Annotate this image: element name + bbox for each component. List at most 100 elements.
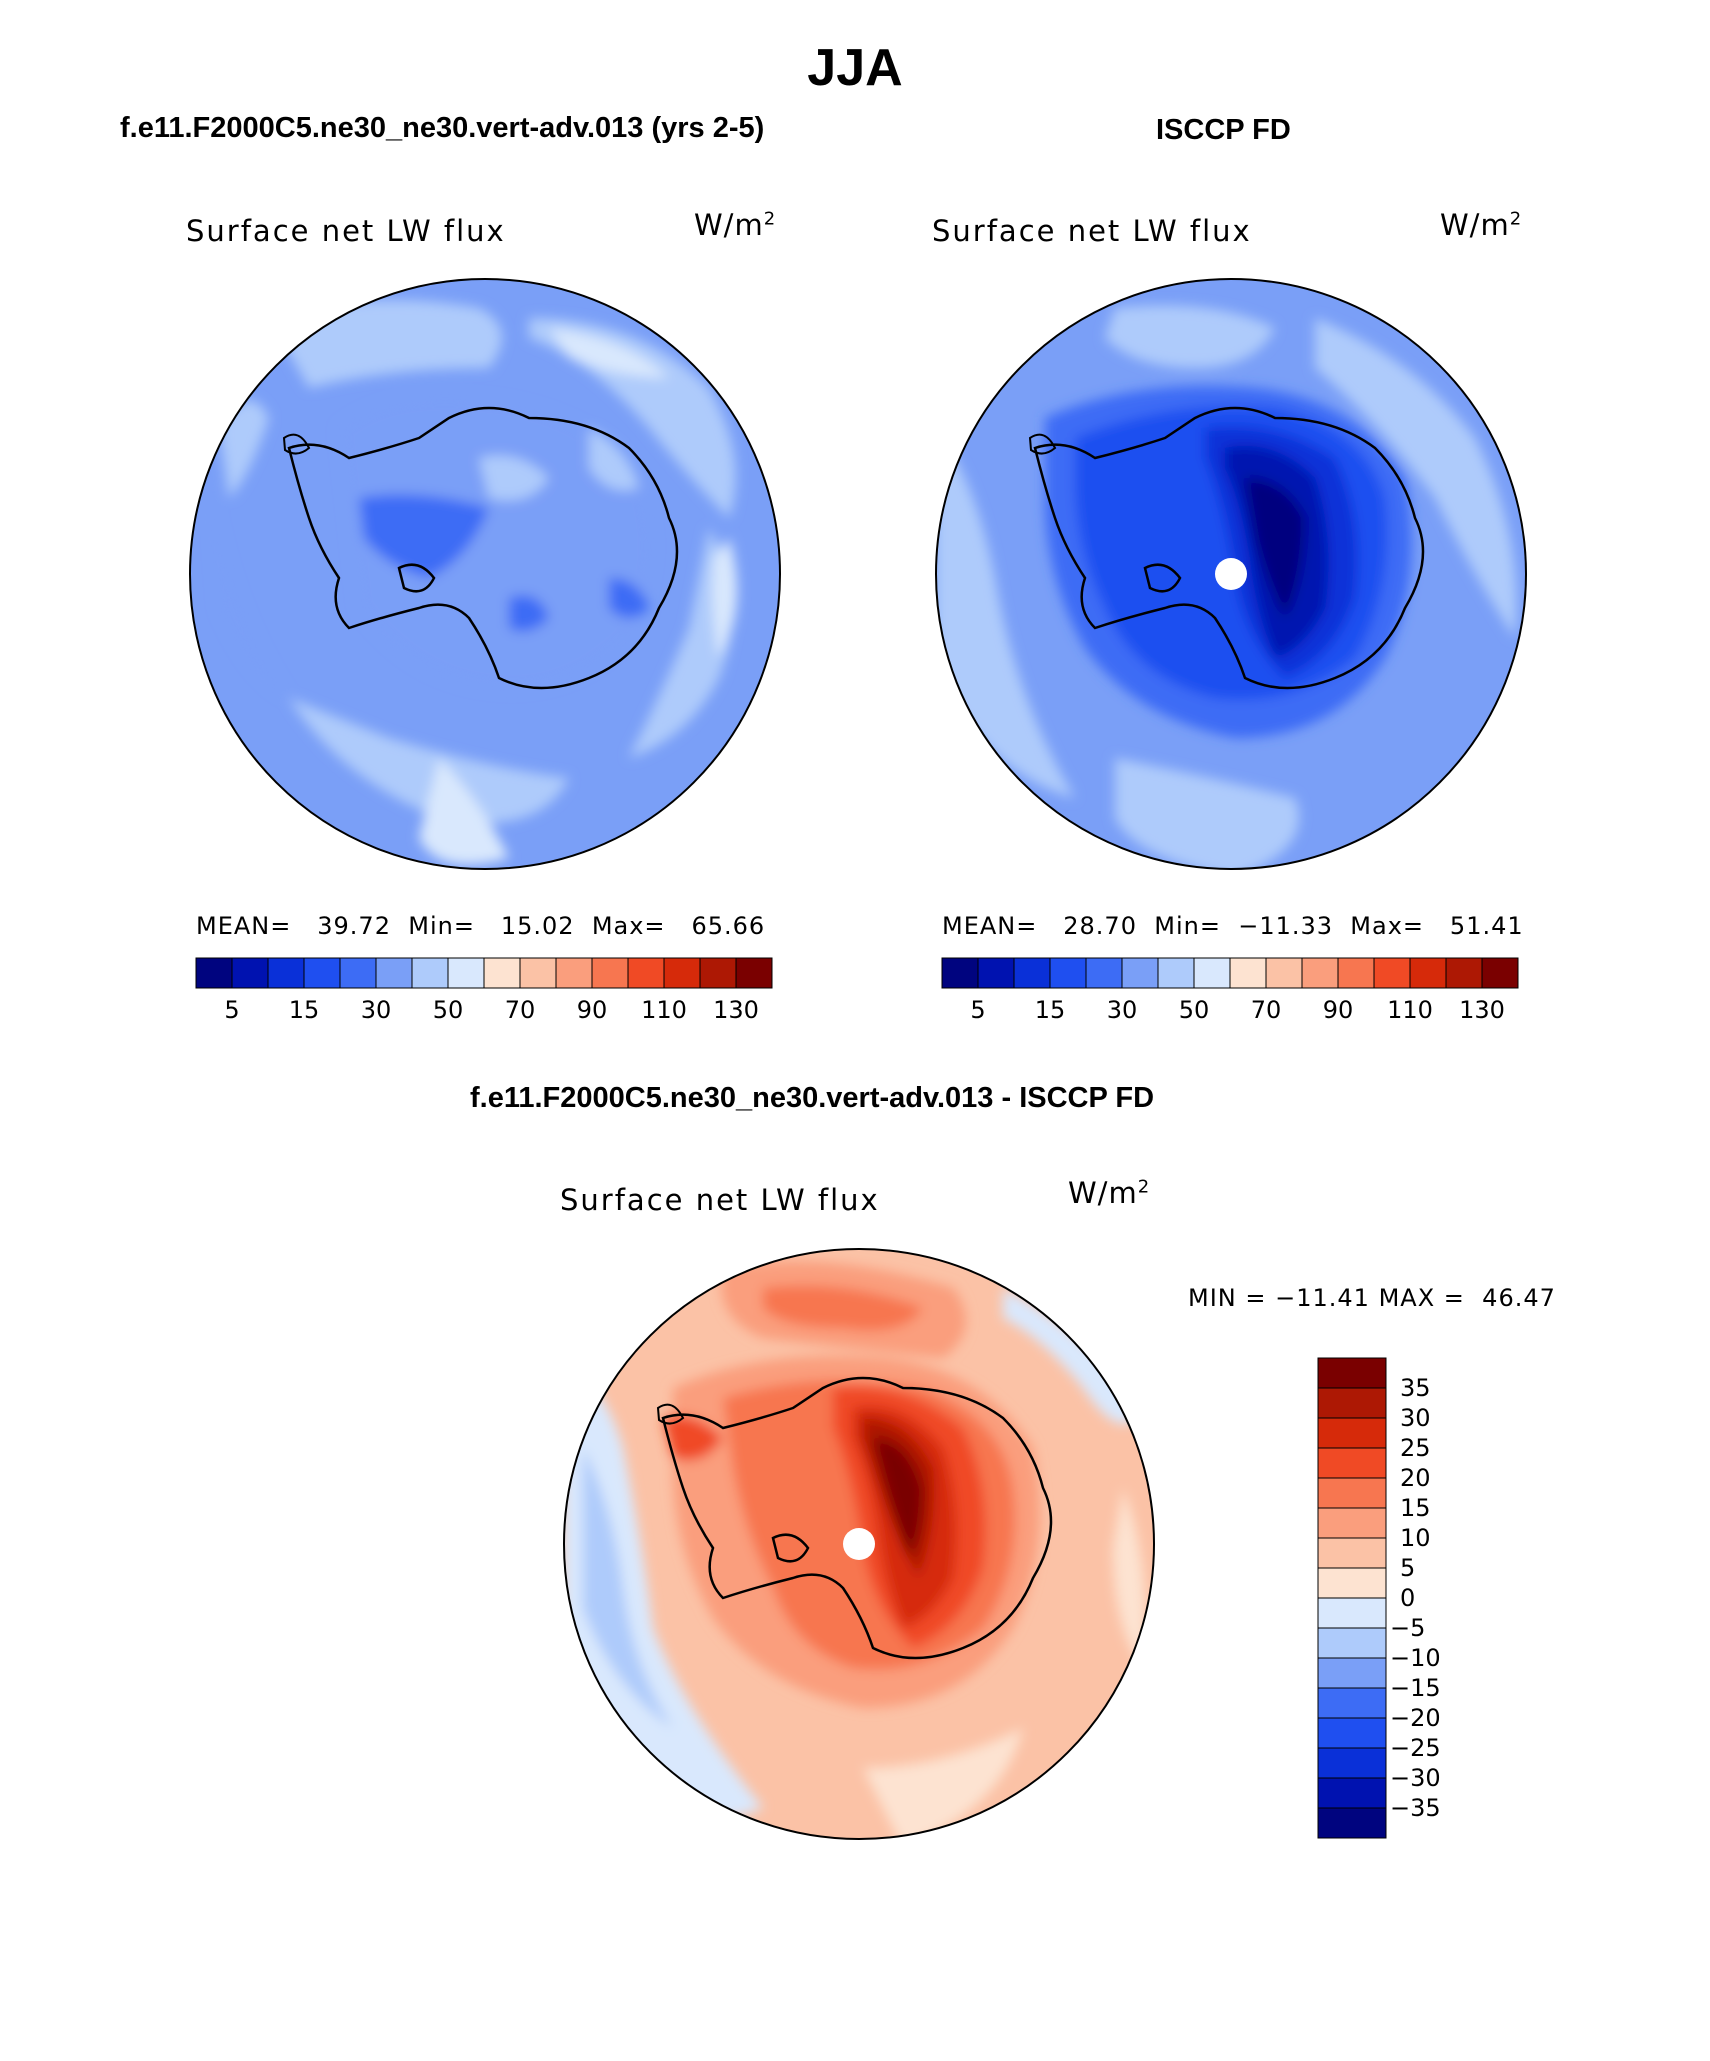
obs-plot-label: Surface net LW flux [932, 214, 1252, 248]
obs-colorbar-swatch [1193, 957, 1231, 989]
obs-colorbar-tick: 70 [1250, 996, 1282, 1024]
diff-colorbar-tick: 20 [1400, 1464, 1431, 1492]
diff-colorbar-ticks: 35 30 25 20 15 10 5 0 −5 −10 −15 −20 −25… [1390, 1358, 1500, 1838]
diff-colorbar-swatch [1317, 1357, 1387, 1389]
obs-colorbar-swatch [1301, 957, 1339, 989]
diff-colorbar-swatch [1317, 1597, 1387, 1629]
model-stats-line: MEAN= 39.72 Min= 15.02 Max= 65.66 [196, 912, 766, 940]
obs-colorbar-swatch [1157, 957, 1195, 989]
obs-pole-hole [1215, 558, 1247, 590]
diff-colorbar-swatch [1317, 1777, 1387, 1809]
obs-colorbar-swatch [1013, 957, 1051, 989]
diff-colorbar-swatch [1317, 1507, 1387, 1539]
diff-colorbar-tick: −15 [1390, 1674, 1441, 1702]
model-plot-label: Surface net LW flux [186, 214, 506, 248]
diff-colorbar-swatch [1317, 1807, 1387, 1839]
diff-colorbar-tick: 0 [1400, 1584, 1416, 1612]
obs-colorbar-swatch [1373, 957, 1411, 989]
diff-colorbar [1317, 1357, 1387, 1839]
diff-colorbar-swatch [1317, 1657, 1387, 1689]
model-colorbar-swatch [483, 957, 521, 989]
diff-colorbar-tick: −10 [1390, 1644, 1441, 1672]
diff-polar-map [563, 1248, 1155, 1840]
obs-colorbar-swatch [1445, 957, 1483, 989]
diff-units-label: W/m2 [1068, 1176, 1151, 1210]
diff-colorbar-swatch [1317, 1747, 1387, 1779]
obs-polar-map [935, 278, 1527, 870]
diff-colorbar-swatch [1317, 1717, 1387, 1749]
model-colorbar-swatch [735, 957, 773, 989]
diff-colorbar-tick: −35 [1390, 1794, 1441, 1822]
model-colorbar-swatch [411, 957, 449, 989]
obs-colorbar [941, 957, 1519, 989]
model-colorbar-tick: 110 [641, 996, 687, 1024]
model-polar-map [189, 278, 781, 870]
obs-colorbar-swatch [1337, 957, 1375, 989]
model-colorbar-swatch [231, 957, 269, 989]
model-colorbar-swatch [447, 957, 485, 989]
diff-colorbar-tick: 5 [1400, 1554, 1416, 1582]
model-colorbar-swatch [591, 957, 629, 989]
model-antarctica-coastline [287, 406, 679, 690]
obs-panel-header: ISCCP FD [1156, 114, 1291, 146]
diff-colorbar-tick: 10 [1400, 1524, 1431, 1552]
model-colorbar-tick: 50 [432, 996, 464, 1024]
obs-colorbar-swatch [1481, 957, 1519, 989]
diff-pole-hole [843, 1528, 875, 1560]
obs-colorbar-tick: 50 [1178, 996, 1210, 1024]
diff-minmax-line: MIN = −11.41 MAX = 46.47 [1188, 1284, 1556, 1312]
obs-units-label: W/m2 [1440, 208, 1523, 242]
obs-colorbar-ticks: 5 15 30 50 70 90 110 130 [942, 996, 1518, 1030]
model-colorbar-swatch [303, 957, 341, 989]
model-colorbar-swatch [555, 957, 593, 989]
diff-colorbar-swatch [1317, 1687, 1387, 1719]
model-colorbar-tick: 90 [576, 996, 608, 1024]
figure-title: JJA [807, 39, 903, 97]
obs-colorbar-swatch [1265, 957, 1303, 989]
diff-panel-header: f.e11.F2000C5.ne30_ne30.vert-adv.013 - I… [470, 1082, 1155, 1114]
model-colorbar-tick: 70 [504, 996, 536, 1024]
diff-colorbar-tick: 15 [1400, 1494, 1431, 1522]
obs-colorbar-swatch [1049, 957, 1087, 989]
diff-colorbar-tick: −20 [1390, 1704, 1441, 1732]
diff-colorbar-tick: −5 [1390, 1614, 1426, 1642]
diff-colorbar-swatch [1317, 1387, 1387, 1419]
obs-colorbar-tick: 5 [970, 996, 986, 1024]
diff-colorbar-tick: 35 [1400, 1374, 1431, 1402]
model-colorbar-tick: 5 [224, 996, 240, 1024]
obs-colorbar-swatch [1121, 957, 1159, 989]
model-colorbar-swatch [519, 957, 557, 989]
model-colorbar-swatch [195, 957, 233, 989]
model-colorbar-swatch [339, 957, 377, 989]
model-units-label: W/m2 [694, 208, 777, 242]
obs-stats-line: MEAN= 28.70 Min= −11.33 Max= 51.41 [942, 912, 1524, 940]
diff-colorbar-swatch [1317, 1447, 1387, 1479]
diff-colorbar-tick: 30 [1400, 1404, 1431, 1432]
obs-colorbar-swatch [1229, 957, 1267, 989]
obs-colorbar-tick: 30 [1106, 996, 1138, 1024]
model-colorbar [195, 957, 773, 989]
obs-colorbar-swatch [1085, 957, 1123, 989]
diff-colorbar-swatch [1317, 1417, 1387, 1449]
model-colorbar-tick: 30 [360, 996, 392, 1024]
diff-colorbar-swatch [1317, 1537, 1387, 1569]
model-colorbar-swatch [267, 957, 305, 989]
model-colorbar-ticks: 5 15 30 50 70 90 110 130 [196, 996, 772, 1030]
obs-colorbar-tick: 110 [1387, 996, 1433, 1024]
diff-colorbar-swatch [1317, 1567, 1387, 1599]
diff-antarctica-coastline [661, 1376, 1053, 1660]
model-colorbar-swatch [627, 957, 665, 989]
model-colorbar-tick: 15 [288, 996, 320, 1024]
diff-colorbar-tick: 25 [1400, 1434, 1431, 1462]
obs-colorbar-swatch [977, 957, 1015, 989]
diff-colorbar-swatch [1317, 1477, 1387, 1509]
obs-antarctica-coastline [1033, 406, 1425, 690]
obs-colorbar-tick: 130 [1459, 996, 1505, 1024]
diff-colorbar-tick: −30 [1390, 1764, 1441, 1792]
model-colorbar-swatch [375, 957, 413, 989]
obs-colorbar-tick: 90 [1322, 996, 1354, 1024]
diff-colorbar-swatch [1317, 1627, 1387, 1659]
obs-colorbar-tick: 15 [1034, 996, 1066, 1024]
obs-colorbar-swatch [1409, 957, 1447, 989]
obs-colorbar-swatch [941, 957, 979, 989]
